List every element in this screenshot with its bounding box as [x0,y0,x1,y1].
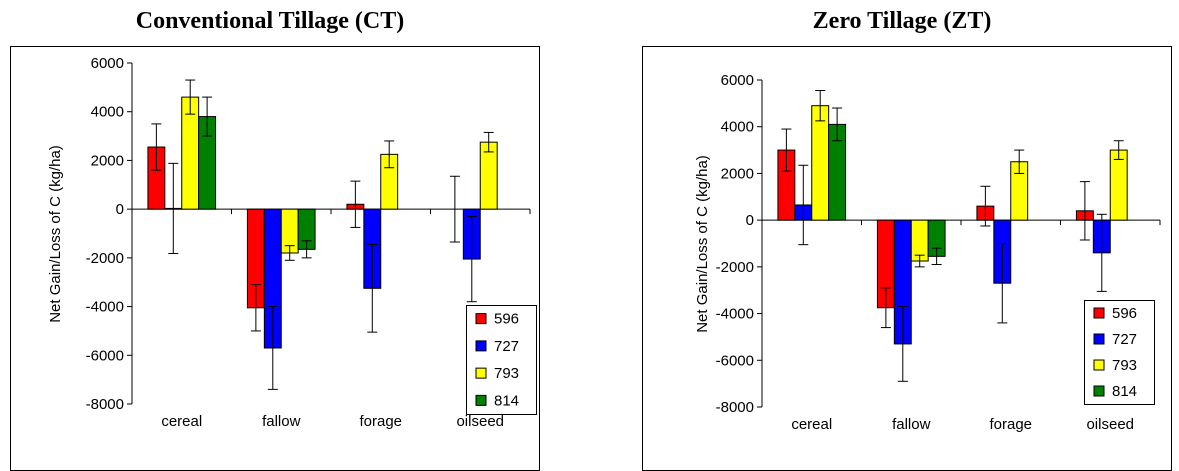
legend-swatch-814 [1093,385,1105,397]
y-tick-label: 0 [746,212,754,229]
legend-label-793: 793 [494,365,519,382]
legend-label-793: 793 [1112,357,1137,374]
x-category-label: oilseed [1086,416,1134,433]
y-tick-label: 0 [116,201,124,218]
legend-swatch-727 [1093,333,1105,345]
y-tick-label: -6000 [86,347,124,364]
legend-swatch-814 [475,394,487,406]
x-category-label: cereal [161,413,202,430]
legend-swatch-596 [1093,307,1105,319]
legend-label-814: 814 [1112,383,1137,400]
y-tick-label: 4000 [91,104,124,121]
y-tick-label: -2000 [716,259,754,276]
legend-label-596: 596 [494,311,519,328]
y-tick-label: -4000 [86,299,124,316]
y-tick-label: -4000 [716,306,754,323]
y-tick-label: 6000 [721,72,754,89]
y-tick-label: 2000 [91,152,124,169]
chart-panel-zt: Zero Tillage (ZT) 6000 4000 2000 0 -2000 -400… [632,0,1172,471]
y-axis-label: Net Gain/Loss of C (kg/ha) [694,155,711,333]
legend-label-727: 727 [494,338,519,355]
legend-swatch-793 [1093,359,1105,371]
y-tick-label: 4000 [721,119,754,136]
legend-swatch-596 [475,313,487,325]
x-category-label: cereal [791,416,832,433]
bar-793-cereal [811,105,830,221]
x-category-label: fallow [262,413,301,430]
y-tick-label: -8000 [86,396,124,413]
x-category-label: forage [989,416,1032,433]
chart-title: Zero Tillage (ZT) [812,8,992,34]
y-tick-label: 6000 [91,55,124,72]
chart-svg-ct: 6000 4000 2000 0 -2000 -4000 -6000 -8000 cereal f… [10,46,540,471]
bar-793-oilseed [1109,149,1128,221]
y-tick-label: -6000 [716,352,754,369]
chart-panel-ct: Conventional Tillage (CT) 6000 4000 2000 0 -… [0,0,540,471]
y-axis-label: Net Gain/Loss of C (kg/ha) [47,145,64,323]
legend-swatch-793 [475,367,487,379]
legend-label-727: 727 [1112,331,1137,348]
legend-label-814: 814 [494,392,519,409]
x-category-label: fallow [892,416,931,433]
y-tick-label: -2000 [86,250,124,267]
x-category-label: oilseed [456,413,504,430]
chart-svg-zt: 6000 4000 2000 0 -2000 -4000 -6000 -8000 cereal f… [642,46,1172,471]
legend-swatch-727 [475,340,487,352]
y-tick-label: 2000 [721,165,754,182]
legend-label-596: 596 [1112,305,1137,322]
y-tick-label: -8000 [716,399,754,416]
chart-title: Conventional Tillage (CT) [135,8,405,34]
x-category-label: forage [359,413,402,430]
